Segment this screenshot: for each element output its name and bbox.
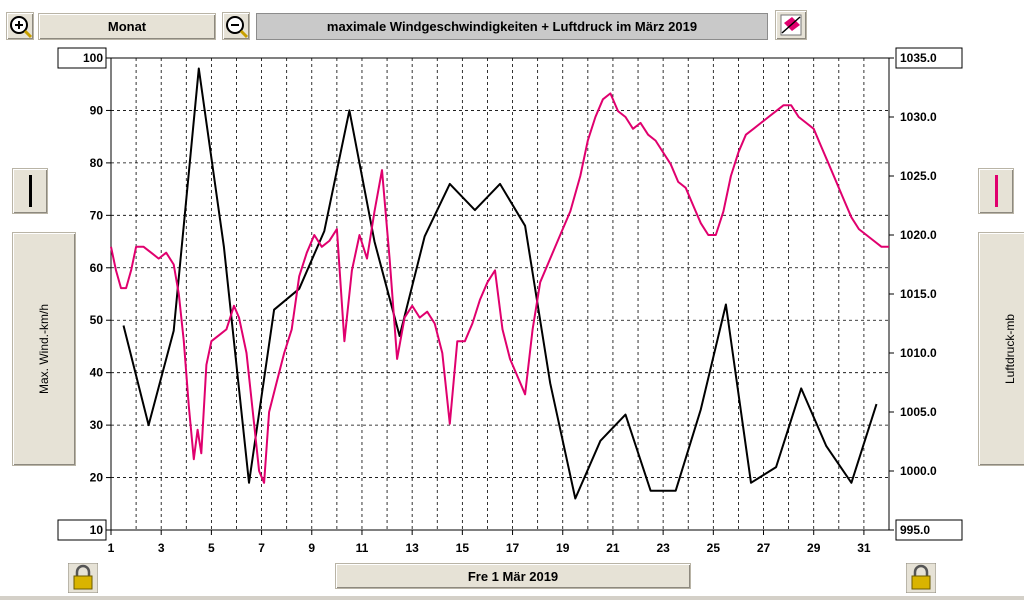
- right-tick-label: 1000.0: [900, 464, 937, 478]
- left-tick-label: 80: [90, 156, 104, 170]
- x-tick-label: 17: [506, 541, 520, 555]
- wind-series-line: [122, 67, 878, 500]
- left-tick-label: 90: [90, 103, 104, 117]
- wind-legend-line: [28, 175, 32, 207]
- x-tick-label: 31: [857, 541, 871, 555]
- period-button[interactable]: Monat: [38, 13, 216, 40]
- date-display[interactable]: Fre 1 Mär 2019: [335, 563, 691, 589]
- left-tick-label: 30: [90, 418, 104, 432]
- x-tick-label: 11: [356, 541, 369, 555]
- left-lock-button[interactable]: [67, 562, 99, 594]
- right-tick-label: 1030.0: [900, 110, 937, 124]
- left-tick-label: 60: [90, 261, 104, 275]
- pressure-series-line: [110, 92, 889, 484]
- grid: [110, 57, 890, 531]
- x-tick-label: 21: [606, 541, 620, 555]
- left-tick-label: 100: [83, 51, 103, 65]
- right-axis-box: [895, 47, 963, 69]
- pressure-legend-swatch[interactable]: [978, 168, 1014, 214]
- x-axis-ticks: 1 3 5 7 9 11 13 15 17 19 21 23 25 27 29 31: [108, 530, 871, 555]
- left-tick-label: 50: [90, 313, 104, 327]
- series-layer: [110, 67, 889, 500]
- right-axis-ticks: 995.0 1000.0 1005.0 1010.0 1015.0 1020.0 1025.…: [889, 47, 963, 541]
- left-tick-label: 40: [90, 366, 104, 380]
- x-tick-label: 23: [656, 541, 670, 555]
- x-tick-label: 13: [405, 541, 419, 555]
- right-axis-tab[interactable]: Luftdruck-mb: [978, 232, 1024, 466]
- x-tick-label: 9: [308, 541, 315, 555]
- x-tick-label: 19: [556, 541, 570, 555]
- right-axis-box: [895, 519, 963, 541]
- x-tick-label: 1: [108, 541, 115, 555]
- left-axis-box: [57, 47, 107, 69]
- zoom-out-icon: [226, 16, 249, 39]
- left-tick-label: 70: [90, 208, 104, 222]
- eraser-button[interactable]: [775, 10, 807, 40]
- zoom-in-icon: [10, 16, 33, 39]
- x-tick-label: 3: [158, 541, 165, 555]
- x-tick-label: 29: [807, 541, 821, 555]
- pressure-legend-line: [994, 175, 998, 207]
- left-axis-tab[interactable]: Max. Wind.-km/h: [12, 232, 76, 466]
- right-tick-label: 1010.0: [900, 346, 937, 360]
- left-axis-box: [57, 519, 107, 541]
- right-tick-label: 1025.0: [900, 169, 937, 183]
- x-tick-label: 5: [208, 541, 215, 555]
- plot-frame: [110, 57, 890, 531]
- right-tick-label: 1020.0: [900, 228, 937, 242]
- x-tick-label: 7: [258, 541, 265, 555]
- chart-title: maximale Windgeschwindigkeiten + Luftdru…: [256, 13, 768, 40]
- right-tick-label: 1005.0: [900, 405, 937, 419]
- eraser-icon: [780, 14, 802, 36]
- right-lock-button[interactable]: [905, 562, 937, 594]
- left-tick-label: 20: [90, 471, 104, 485]
- left-axis-ticks: 10 20 30 40 50 60 70 80 90 100: [57, 47, 111, 541]
- left-tick-label: 10: [90, 523, 104, 537]
- right-tick-label: 995.0: [900, 523, 930, 537]
- wind-legend-swatch[interactable]: [12, 168, 48, 214]
- bottom-strip: [0, 596, 1024, 600]
- lock-icon: [905, 562, 937, 594]
- right-tick-label: 1035.0: [900, 51, 937, 65]
- right-tick-label: 1015.0: [900, 287, 937, 301]
- x-tick-label: 15: [456, 541, 470, 555]
- zoom-in-button[interactable]: [6, 12, 34, 40]
- x-tick-label: 25: [707, 541, 721, 555]
- zoom-out-button[interactable]: [222, 12, 250, 40]
- lock-icon: [67, 562, 99, 594]
- x-tick-label: 27: [757, 541, 771, 555]
